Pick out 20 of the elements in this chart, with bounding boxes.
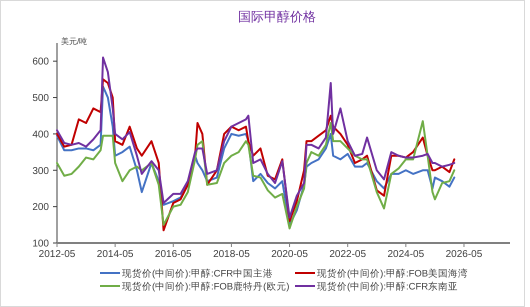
x-tick-label: 2018-05 (213, 249, 250, 260)
x-tick-label: 2014-05 (96, 249, 134, 260)
x-tick-label: 2024-05 (387, 249, 425, 260)
y-tick-label: 100 (32, 238, 50, 250)
legend-label: 现货价(中间价):甲醇:FOB美国海湾 (317, 268, 468, 280)
x-tick-label: 2012-05 (38, 249, 76, 260)
y-tick-label: 300 (32, 166, 50, 177)
legend-label: 现货价(中间价):甲醇:CFR东南亚 (317, 280, 458, 292)
y-tick-label: 400 (32, 129, 50, 140)
x-tick-label: 2026-05 (446, 249, 483, 260)
y-tick-label: 500 (32, 93, 50, 104)
y-tick-label: 200 (32, 202, 50, 214)
x-tick-label: 2020-05 (271, 249, 308, 260)
chart-title: 国际甲醇价格 (238, 9, 316, 24)
legend-label: 现货价(中间价):甲醇:FOB鹿特丹(欧元) (122, 280, 290, 292)
y-axis-title: 美元/吨 (61, 37, 88, 46)
x-tick-label: 2022-05 (329, 249, 366, 260)
legend-label: 现货价(中间价):甲醇:CFR中国主港 (122, 268, 274, 280)
x-tick-label: 2016-05 (154, 249, 192, 260)
y-tick-label: 600 (32, 56, 50, 68)
